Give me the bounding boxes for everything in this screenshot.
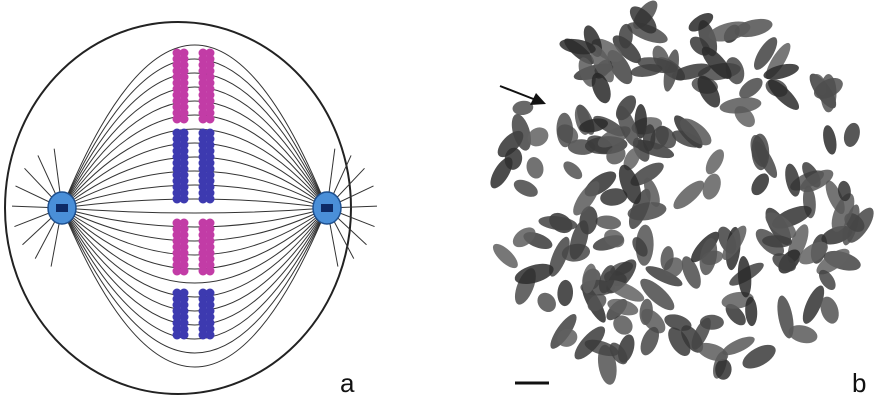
- chromosome: [702, 146, 728, 177]
- chromosome: [512, 100, 534, 117]
- panel-label: b: [852, 368, 866, 398]
- chromosome: [560, 158, 585, 182]
- chromosome: [534, 289, 560, 316]
- chromatin-bead: [180, 331, 189, 340]
- centriole: [321, 204, 333, 212]
- chromosome-spread: b: [486, 0, 879, 398]
- chromosome: [557, 280, 574, 307]
- chromosome: [764, 76, 803, 115]
- chromosome: [719, 95, 763, 116]
- chromatin-bead: [180, 195, 189, 204]
- chromosome: [595, 214, 622, 231]
- panel-label: a: [340, 368, 355, 398]
- chromosome: [511, 176, 540, 200]
- chromatin-bead: [206, 115, 215, 124]
- chromatin-bead: [206, 267, 215, 276]
- centriole: [56, 204, 68, 212]
- chromatin-bead: [180, 115, 189, 124]
- chromosome: [821, 124, 839, 156]
- chromosome: [748, 170, 773, 198]
- chromosome: [669, 176, 708, 213]
- chromosome: [841, 121, 862, 149]
- chromosome-blobs: [486, 0, 879, 386]
- chromosome: [538, 214, 579, 232]
- metaphase-diagram: a: [5, 22, 377, 398]
- chromosome: [524, 155, 546, 180]
- arrow-shaft: [500, 86, 536, 100]
- chromatin-bead: [206, 331, 215, 340]
- figure: a b: [0, 0, 881, 402]
- chromatin-bead: [206, 195, 215, 204]
- chromosome: [737, 256, 753, 298]
- chromatin-bead: [180, 267, 189, 276]
